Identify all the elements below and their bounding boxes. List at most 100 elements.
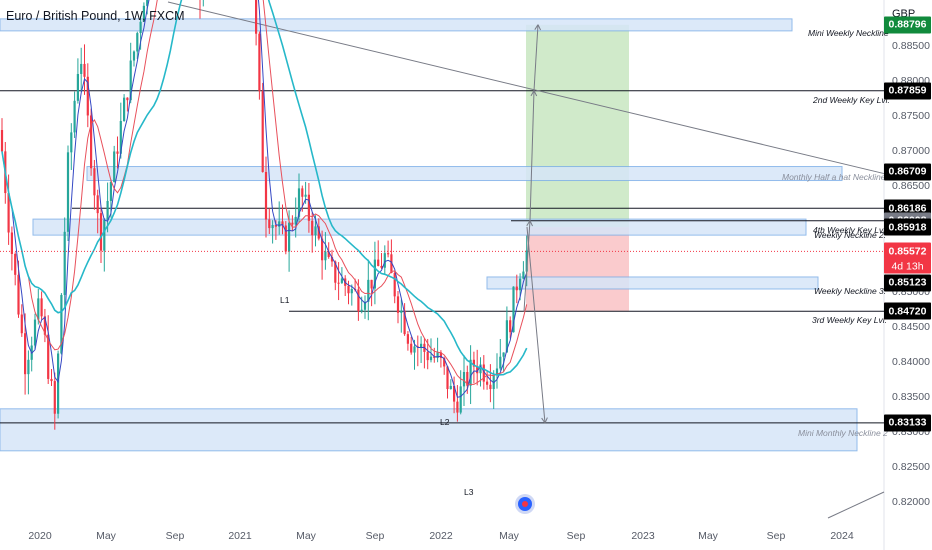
candle-body: [400, 310, 403, 313]
candle-body: [17, 274, 20, 315]
candle-body: [7, 193, 10, 233]
x-tick-label: May: [96, 530, 116, 542]
candle-body: [24, 333, 27, 375]
candle-body: [14, 253, 17, 275]
candle-body: [476, 366, 479, 374]
y-tick-label: 0.86500: [892, 180, 930, 193]
candle-body: [360, 309, 363, 312]
candle-body: [268, 219, 271, 229]
candle-body: [334, 261, 337, 283]
projection-arrow: [523, 220, 531, 312]
x-tick-label: Sep: [365, 530, 385, 542]
candle-body: [449, 385, 452, 390]
candle-body: [486, 381, 489, 385]
y-tick-label: 0.88500: [892, 39, 930, 52]
candle-body: [136, 33, 139, 52]
arrow-head: [534, 24, 539, 30]
trend-line: [167, 1, 885, 175]
x-tick-label: 2022: [429, 530, 453, 542]
candle-body: [113, 151, 116, 183]
candle-body: [317, 226, 320, 239]
arrow-head: [533, 90, 538, 97]
candle-body: [90, 115, 93, 169]
candle-body: [525, 250, 528, 272]
candle-body: [139, 21, 142, 34]
zone-rect: [0, 18, 793, 32]
candle-body: [387, 253, 390, 255]
candle-body: [377, 259, 380, 266]
zone-rect: [486, 276, 819, 290]
candle-body: [482, 364, 485, 382]
candle-body: [406, 334, 409, 344]
candle-body: [396, 296, 400, 313]
price-badge: 0.88796: [884, 16, 931, 34]
candle-body: [466, 371, 469, 386]
candle-body: [347, 285, 350, 294]
candle-body: [76, 73, 79, 101]
candle-body: [264, 171, 268, 220]
price-badge: 0.84720: [884, 302, 931, 320]
candle-body: [119, 120, 122, 154]
zone-label: Weekly Neckline 3.: [814, 285, 887, 296]
candle-body: [330, 256, 334, 262]
candle-body: [426, 351, 429, 361]
candle-body: [281, 221, 284, 226]
candle-body: [43, 316, 46, 335]
candle-body: [373, 259, 376, 289]
candle-body: [60, 294, 63, 354]
zone-rect: [86, 166, 843, 182]
key-level-label: 2nd Weekly Key Lvl.: [813, 94, 890, 105]
arrow-head: [529, 220, 533, 227]
pivot-label: L3: [464, 487, 474, 497]
x-tick-label: 2020: [28, 530, 52, 542]
y-tick-label: 0.87000: [892, 145, 930, 158]
candle-body: [27, 359, 30, 375]
arrow-head: [541, 417, 546, 424]
pivot-label: L1: [280, 295, 290, 306]
candle-body: [321, 238, 324, 261]
zone-rect: [0, 408, 858, 452]
stop-loss-zone: [526, 227, 629, 311]
zone-label: Mini Weekly Neckline: [808, 27, 889, 38]
candle-body: [436, 352, 439, 358]
candle-body: [129, 60, 132, 101]
chart-title: Euro / British Pound, 1W, FXCM: [6, 9, 185, 23]
x-tick-label: May: [499, 530, 519, 542]
candle-body: [142, 5, 145, 22]
tradingview-logo-icon[interactable]: [518, 497, 532, 511]
candle-body: [291, 222, 294, 225]
candle-body: [443, 358, 446, 367]
x-tick-label: May: [698, 530, 718, 542]
price-badge: 0.85572: [884, 242, 931, 260]
arrow-head: [544, 417, 548, 424]
candle-body: [33, 319, 37, 346]
candle-body: [462, 371, 466, 387]
x-tick-label: Sep: [766, 530, 786, 542]
x-tick-label: 2023: [631, 530, 655, 542]
price-badge: 0.86709: [884, 163, 931, 181]
candle-body: [499, 356, 502, 369]
candle-body: [327, 251, 330, 257]
candle-body: [284, 225, 287, 252]
price-badge: 0.85123: [884, 274, 931, 292]
candle-body: [307, 194, 310, 221]
candle-body: [50, 378, 53, 382]
arrow-head: [530, 90, 535, 97]
candle-body: [383, 253, 386, 268]
candle-body: [109, 182, 112, 201]
candle-body: [429, 356, 433, 361]
candle-body: [363, 301, 367, 310]
candle-body: [519, 278, 522, 291]
price-badge: 0.83133: [884, 414, 931, 432]
candle-body: [126, 97, 129, 101]
candle-body: [99, 213, 103, 251]
candle-body: [420, 343, 423, 348]
zone-label: Monthly Half a hat Neckline.: [782, 171, 888, 182]
y-tick-label: 0.87500: [892, 109, 930, 122]
candle-body: [258, 33, 261, 92]
candle-body: [96, 195, 99, 214]
candle-body: [20, 314, 23, 334]
price-badge: 0.85918: [884, 218, 931, 236]
pivot-label: L2: [440, 417, 450, 428]
